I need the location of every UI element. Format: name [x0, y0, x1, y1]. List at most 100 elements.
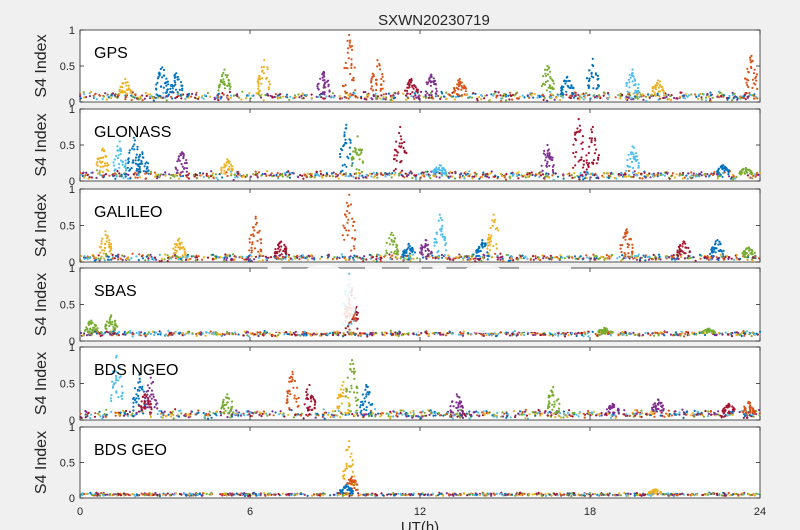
data-point — [327, 83, 330, 86]
data-point — [134, 159, 137, 162]
data-point — [552, 82, 555, 85]
data-point — [339, 416, 342, 419]
data-point — [134, 93, 137, 96]
data-point — [257, 171, 261, 174]
data-point — [488, 243, 491, 246]
data-point — [750, 249, 753, 252]
data-point — [528, 96, 531, 99]
data-point — [580, 331, 583, 335]
data-point — [355, 153, 358, 156]
data-point — [661, 88, 664, 91]
data-point — [324, 86, 327, 89]
data-point — [116, 325, 119, 328]
data-point — [393, 237, 397, 240]
data-point — [165, 99, 168, 102]
data-point — [586, 171, 589, 174]
data-point — [219, 414, 223, 417]
data-point — [345, 96, 348, 99]
data-point — [108, 245, 111, 248]
data-point — [503, 412, 506, 415]
data-point — [165, 77, 168, 80]
data-point — [255, 221, 259, 224]
data-point — [685, 246, 688, 249]
data-point — [710, 93, 714, 96]
data-point — [673, 96, 676, 100]
data-point — [222, 71, 225, 74]
data-point — [628, 333, 631, 336]
data-point — [588, 162, 591, 165]
data-point — [666, 331, 669, 334]
data-point — [105, 330, 108, 333]
y-axis-label: S4 Index — [33, 34, 50, 97]
data-point — [87, 177, 90, 180]
data-point — [142, 170, 145, 173]
data-point — [141, 151, 144, 154]
data-point — [398, 172, 401, 175]
data-point — [163, 82, 166, 85]
data-point — [200, 174, 203, 177]
data-point — [121, 163, 124, 166]
data-point — [324, 82, 327, 85]
data-point — [541, 173, 545, 176]
data-point — [557, 94, 560, 97]
data-point — [330, 172, 333, 175]
data-point — [226, 256, 229, 260]
data-point — [89, 416, 92, 420]
data-point — [619, 173, 623, 177]
data-point — [260, 66, 263, 69]
data-point — [713, 330, 716, 333]
data-point — [167, 94, 170, 97]
data-point — [628, 86, 631, 89]
data-point — [464, 173, 468, 176]
data-point — [420, 172, 423, 175]
data-point — [254, 170, 257, 173]
data-point — [236, 176, 239, 179]
data-point — [600, 329, 603, 332]
data-point — [690, 177, 693, 180]
data-point — [572, 143, 575, 146]
data-point — [147, 172, 150, 175]
data-point — [681, 408, 684, 411]
data-point — [194, 259, 197, 262]
data-point — [211, 253, 214, 256]
data-point — [258, 89, 262, 92]
data-point — [157, 75, 160, 78]
data-point — [374, 92, 377, 95]
data-point — [106, 94, 109, 97]
data-point — [177, 155, 181, 158]
data-point — [589, 173, 592, 176]
data-point — [637, 171, 640, 174]
data-point — [694, 259, 697, 262]
data-point — [657, 98, 660, 101]
data-point — [408, 171, 411, 174]
data-point — [187, 177, 190, 180]
data-point — [624, 330, 627, 333]
data-point — [746, 67, 749, 70]
data-point — [633, 173, 636, 176]
data-point — [702, 330, 705, 333]
data-point — [118, 172, 121, 175]
data-point — [579, 171, 582, 175]
data-point — [343, 238, 346, 241]
data-point — [658, 95, 661, 98]
data-point — [415, 88, 418, 91]
data-point — [577, 176, 580, 179]
data-point — [160, 85, 163, 88]
data-point — [572, 166, 575, 169]
data-point — [179, 331, 182, 334]
data-point — [387, 92, 391, 95]
data-point — [384, 172, 387, 175]
data-point — [184, 252, 187, 255]
data-point — [179, 171, 183, 174]
data-point — [176, 95, 179, 99]
data-point — [647, 332, 650, 335]
data-point — [542, 177, 546, 180]
data-point — [455, 86, 458, 89]
data-point — [631, 166, 635, 170]
data-point — [246, 334, 249, 337]
data-point — [297, 176, 300, 179]
data-point — [620, 251, 623, 254]
data-point — [79, 171, 82, 175]
data-point — [342, 85, 345, 88]
data-point — [257, 85, 260, 88]
